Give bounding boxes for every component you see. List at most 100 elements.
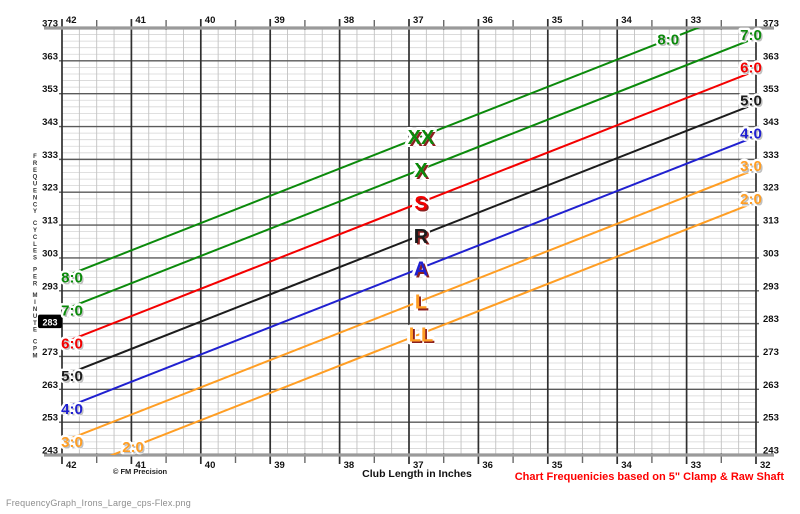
y-tick-left: 253 [42,413,58,424]
y-axis-title-letter: M [33,353,38,359]
y-tick-right: 293 [763,281,779,292]
y-axis-title-letter: C [33,221,38,227]
y-tick-right: 343 [763,117,779,128]
flex-line-5-0 [62,102,756,378]
line-label-7-0-right-shadow: 7:0 [742,29,764,46]
captions: Club Length in Inches © FM Precision Chart… [113,467,784,483]
flex-letter-S: S [414,193,427,215]
line-label-5-0-left: 5:0 [61,368,83,385]
y-tick-left: 293 [42,281,58,292]
flex-letter-halo: R [414,226,429,248]
line-label-6-0-left-shadow: 6:0 [63,337,85,354]
line-label-4-0-right: 4:0 [740,125,762,142]
line-label-4-0-right-shadow: 4:0 [742,127,764,144]
y-tick-left: 363 [42,51,58,62]
line-label-3-0-left-halo: 3:0 [61,434,83,451]
flex-letter-A: A [414,259,428,281]
flex-letter-outline: R [416,228,431,250]
x-tick-top: 42 [66,15,77,26]
x-tick-bottom: 38 [344,460,355,471]
flex-letter-outline: S [416,195,429,217]
line-label-3-0-left-shadow: 3:0 [63,436,85,453]
y-axis-title-letter: Q [33,175,38,181]
x-tick-bottom: 42 [66,460,77,471]
y-axis-title-letter: T [33,321,37,327]
y-tick-right: 323 [763,183,779,194]
y-axis-title-letter: U [33,314,37,320]
y-tick-left: 323 [42,183,58,194]
flex-lines [62,28,756,455]
highlighted-y-value: 283 [42,318,57,328]
y-axis-title-letter: R [33,281,38,287]
y-axis-title-letter: Y [33,228,37,234]
y-tick-right: 283 [763,314,779,325]
line-label-8-0-left-halo: 8:0 [61,270,83,287]
filename-caption: FrequencyGraph_Irons_Large_cps-Flex.png [6,498,191,508]
flex-letter-X: X [414,160,428,182]
x-tick-top: 34 [621,15,632,26]
y-axis-title-letter: E [33,274,37,280]
flex-line-7-0 [62,36,756,312]
flex-line-4-0 [62,135,756,410]
line-label-4-0-left: 4:0 [61,401,83,418]
line-label-6-0-right: 6:0 [740,60,762,77]
line-label-4-0-right-halo: 4:0 [740,125,762,142]
line-label-2-0-left: 2:0 [122,439,144,456]
y-tick-right: 243 [763,446,779,457]
line-label-6-0-left: 6:0 [61,335,83,352]
y-axis-title-letter: C [33,235,38,241]
flex-letter-halo: X [414,160,428,182]
x-tick-top: 35 [552,15,563,26]
y-tick-right: 273 [763,347,779,358]
line-label-7-0-left-halo: 7:0 [61,302,83,319]
flex-line-2-0 [109,201,756,455]
line-label-8-0-right-shadow: 8:0 [659,33,681,50]
grid-major [44,19,774,464]
y-axis-title-letter: P [33,347,37,353]
line-label-3-0-right: 3:0 [740,158,762,175]
line-label-2-0-right: 2:0 [740,191,762,208]
line-label-4-0-left-shadow: 4:0 [63,403,85,420]
y-tick-right: 303 [763,248,779,259]
line-label-6-0-left-halo: 6:0 [61,335,83,352]
x-tick-top: 38 [344,15,355,26]
line-label-6-0-right-halo: 6:0 [740,60,762,77]
line-label-3-0-left: 3:0 [61,434,83,451]
y-axis-title-letter: S [33,256,37,262]
y-axis-title-letter: Y [33,209,37,215]
flex-letter-outline: XX [409,129,436,151]
y-axis-title-letter: E [33,328,37,334]
y-axis-title-letter: I [34,300,36,306]
y-axis-title-letter: E [33,168,37,174]
x-tick-top: 33 [691,15,702,26]
line-label-7-0-right-halo: 7:0 [740,27,762,44]
x-tick-top: 39 [274,15,285,26]
flex-line-8-0 [62,28,701,279]
line-label-5-0-right-shadow: 5:0 [742,94,764,111]
highlighted-y-value-box [38,314,62,329]
y-tick-right: 253 [763,413,779,424]
line-label-5-0-left-halo: 5:0 [61,368,83,385]
x-tick-bottom: 41 [135,460,146,471]
y-axis-title-letter: C [33,202,38,208]
y-axis-title-letter: N [33,307,37,313]
x-tick-bottom: 33 [691,460,702,471]
line-label-7-0-left-shadow: 7:0 [63,304,85,321]
flex-letter-XX: XX [408,127,435,149]
y-axis-title-letter: E [33,189,37,195]
y-axis-title-letter: E [33,249,37,255]
y-tick-right: 363 [763,51,779,62]
y-axis-title-letter: M [33,293,38,299]
y-axis-title-letter: R [33,161,38,167]
line-label-8-0-left: 8:0 [61,270,83,287]
y-tick-right: 333 [763,150,779,161]
line-label-8-0-right: 8:0 [657,31,679,48]
x-tick-top: 37 [413,15,424,26]
flex-letter-LL: LL [409,324,433,346]
flex-letter-outline: X [416,162,430,184]
copyright-label: © FM Precision [113,467,168,476]
